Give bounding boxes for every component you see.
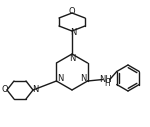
- Text: N: N: [81, 74, 87, 83]
- Text: O: O: [2, 85, 8, 94]
- Text: NH: NH: [99, 75, 112, 84]
- Text: O: O: [69, 6, 75, 15]
- Text: N: N: [69, 54, 75, 63]
- Text: N: N: [57, 74, 63, 83]
- Text: N: N: [32, 85, 38, 94]
- Text: H: H: [104, 80, 110, 89]
- Text: N: N: [70, 28, 76, 37]
